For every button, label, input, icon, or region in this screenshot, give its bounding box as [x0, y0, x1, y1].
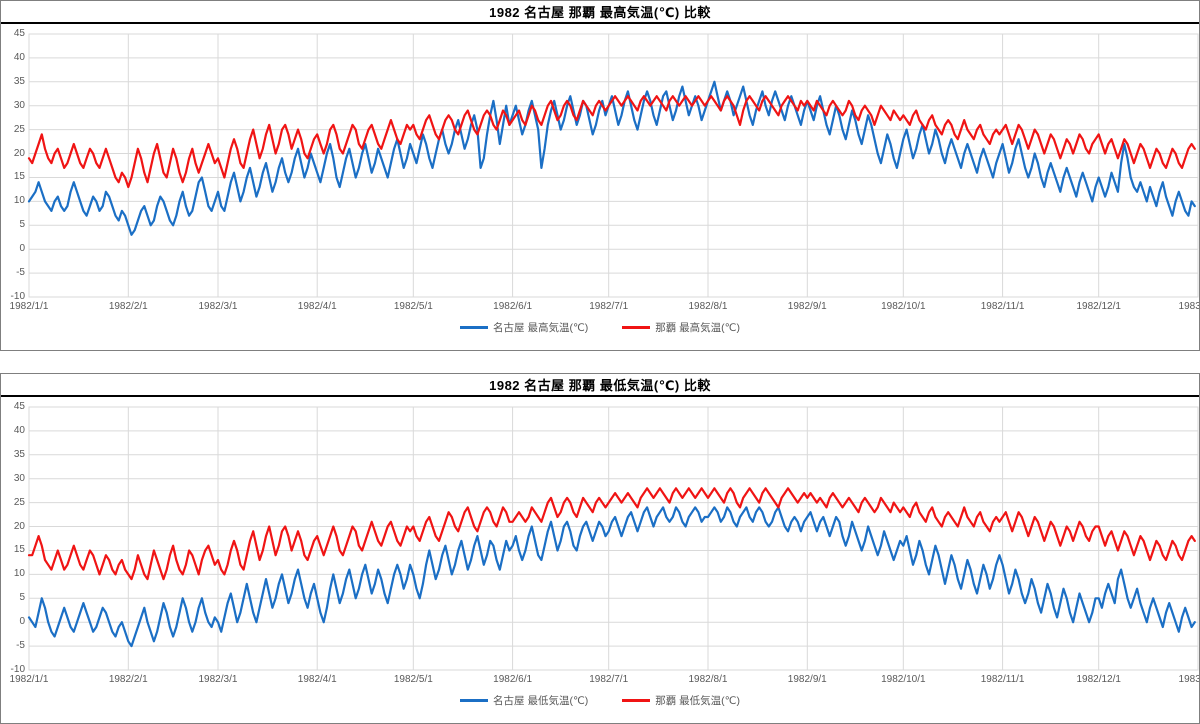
- y-axis-tick-label: 30: [13, 472, 25, 484]
- y-axis-tick-label: 0: [19, 243, 25, 255]
- x-axis-tick-label: 1982/2/1: [108, 674, 148, 685]
- x-axis-tick-label: 1982/6/1: [493, 301, 533, 312]
- x-axis-tick-label: 1982/11/1: [980, 301, 1025, 312]
- legend: 名古屋 最低気温(℃) 那覇 最低気温(℃): [1, 690, 1199, 710]
- x-axis-tick-label: 1982/1/1: [9, 674, 49, 685]
- y-axis-tick-label: 25: [13, 123, 25, 135]
- y-axis-tick-label: 40: [13, 51, 25, 63]
- x-axis-tick-label: 1982/7/1: [589, 674, 629, 685]
- x-axis-tick-label: 1982/7/1: [589, 301, 629, 312]
- y-axis-tick-label: 0: [19, 616, 25, 628]
- x-axis-tick-label: 1983/1/1: [1178, 674, 1200, 685]
- legend-item: 那覇 最高気温(℃): [622, 320, 740, 335]
- x-axis-tick-label: 1982/12/1: [1076, 301, 1121, 312]
- x-axis-tick-label: 1982/6/1: [493, 674, 533, 685]
- y-axis-tick-label: 45: [13, 401, 25, 412]
- plot-border: [28, 406, 1199, 671]
- legend-line-marker: [460, 698, 489, 702]
- chart-canvas: [27, 33, 1199, 298]
- y-axis-tick-label: 15: [13, 544, 25, 556]
- x-axis-tick-label: 1983/1/1: [1178, 301, 1200, 312]
- y-axis-tick-label: 10: [13, 195, 25, 207]
- y-axis-tick-label: -5: [16, 640, 25, 652]
- y-axis-tick-label: 5: [19, 219, 25, 231]
- series-line: [27, 487, 1196, 581]
- legend-line-marker: [622, 325, 651, 329]
- y-axis-tick-label: 45: [13, 28, 25, 39]
- y-axis-tick-label: -10: [10, 664, 25, 675]
- y-axis-tick-label: -10: [10, 291, 25, 302]
- y-axis-tick-label: 5: [19, 592, 25, 604]
- y-axis-tick-label: 15: [13, 171, 25, 183]
- max-temp-chart: 1982 名古屋 那覇 最高気温(℃) 比較 -10 -5 0 5 10 15 20 25 30…: [0, 0, 1200, 351]
- chart-title: 1982 名古屋 那覇 最高気温(℃) 比較: [489, 5, 711, 20]
- legend: 名古屋 最高気温(℃) 那覇 最高気温(℃): [1, 317, 1199, 337]
- legend-line-marker: [622, 698, 651, 702]
- x-axis-tick-label: 1982/11/1: [980, 674, 1025, 685]
- legend-item: 名古屋 最低気温(℃): [460, 693, 588, 708]
- x-axis-tick-label: 1982/5/1: [393, 674, 433, 685]
- plot-border: [28, 33, 1199, 298]
- x-axis-tick-label: 1982/10/1: [881, 674, 926, 685]
- x-axis-tick-label: 1982/8/1: [688, 674, 728, 685]
- y-axis-tick-label: 35: [13, 75, 25, 87]
- x-axis-tick-label: 1982/1/1: [9, 301, 49, 312]
- y-axis-tick-label: 35: [13, 448, 25, 460]
- min-temp-chart: 1982 名古屋 那覇 最低気温(℃) 比較 -10 -5 0 5 10 15 20 25 30…: [0, 373, 1200, 724]
- y-axis-tick-label: 20: [13, 147, 25, 159]
- series-line: [27, 506, 1196, 648]
- legend-label: 那覇 最高気温(℃): [655, 321, 740, 334]
- x-axis-tick-label: 1982/9/1: [787, 674, 827, 685]
- y-axis-tick-label: 25: [13, 496, 25, 508]
- y-axis-tick-label: 30: [13, 99, 25, 111]
- title-divider: [1, 22, 1199, 24]
- chart-title: 1982 名古屋 那覇 最低気温(℃) 比較: [489, 378, 711, 393]
- y-axis-tick-label: 10: [13, 568, 25, 580]
- y-axis-tick-label: -5: [16, 267, 25, 279]
- chart-canvas: [27, 406, 1199, 671]
- y-axis-tick-label: 40: [13, 424, 25, 436]
- x-axis-tick-label: 1982/12/1: [1076, 674, 1121, 685]
- y-axis-tick-label: 20: [13, 520, 25, 532]
- series-line: [27, 95, 1196, 189]
- x-axis-tick-label: 1982/8/1: [688, 301, 728, 312]
- legend-label: 名古屋 最高気温(℃): [493, 321, 589, 334]
- x-axis-tick-label: 1982/4/1: [297, 674, 337, 685]
- x-axis-tick-label: 1982/10/1: [881, 301, 926, 312]
- x-axis-tick-label: 1982/9/1: [787, 301, 827, 312]
- series-line: [27, 80, 1196, 236]
- legend-label: 那覇 最低気温(℃): [655, 694, 740, 707]
- x-axis-tick-label: 1982/2/1: [108, 301, 148, 312]
- legend-item: 那覇 最低気温(℃): [622, 693, 740, 708]
- legend-item: 名古屋 最高気温(℃): [460, 320, 588, 335]
- legend-label: 名古屋 最低気温(℃): [493, 694, 589, 707]
- x-axis-tick-label: 1982/5/1: [393, 301, 433, 312]
- legend-line-marker: [460, 325, 489, 329]
- x-axis-tick-label: 1982/4/1: [297, 301, 337, 312]
- title-divider: [1, 395, 1199, 397]
- x-axis-tick-label: 1982/3/1: [198, 674, 238, 685]
- x-axis-tick-label: 1982/3/1: [198, 301, 238, 312]
